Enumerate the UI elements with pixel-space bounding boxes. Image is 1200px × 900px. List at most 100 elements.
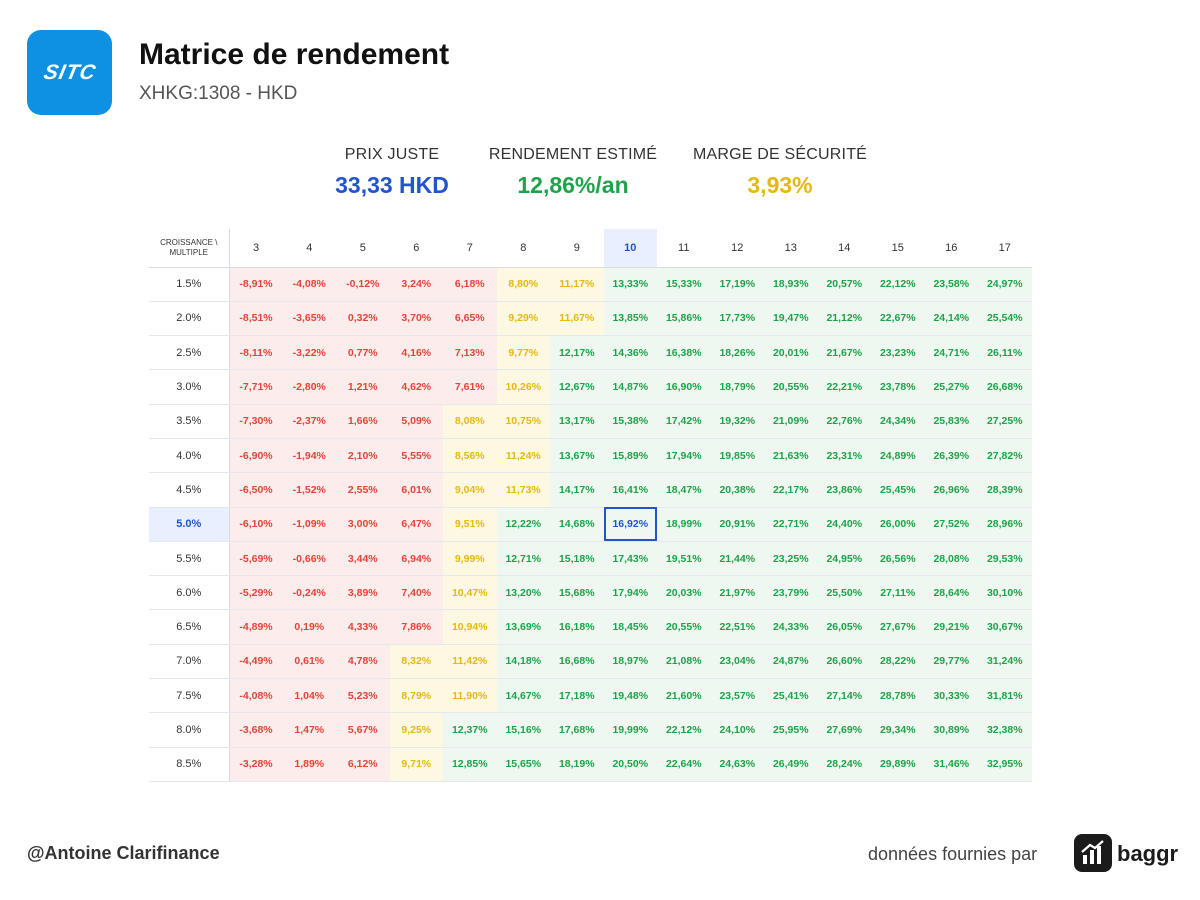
matrix-cell: -4,49% [229, 644, 283, 680]
matrix-cell: 14,68% [550, 507, 604, 542]
column-header-3: 3 [229, 229, 283, 268]
matrix-cell: 26,96% [924, 472, 978, 508]
matrix-cell: 18,26% [710, 335, 764, 371]
matrix-cell: 18,47% [657, 472, 711, 508]
matrix-cell: 18,99% [657, 507, 711, 542]
matrix-cell: 31,24% [978, 644, 1032, 680]
matrix-cell: 24,97% [978, 267, 1032, 302]
matrix-cell: -1,94% [282, 438, 336, 474]
matrix-cell: 12,71% [496, 541, 550, 577]
column-header-5: 5 [336, 229, 390, 268]
matrix-row: 3.5% -7,30% -2,37% 1,66% 5,09% 8,08% 10,75% 13,… [149, 404, 1032, 439]
matrix-cell: 23,23% [871, 335, 925, 371]
row-header-growth: 8.5% [149, 747, 230, 782]
matrix-cell: -4,08% [229, 678, 283, 714]
matrix-cell: 15,89% [603, 438, 657, 474]
column-header-6: 6 [389, 229, 443, 268]
matrix-cell: 18,45% [603, 609, 657, 645]
matrix-cell: 6,94% [389, 541, 443, 577]
matrix-cell: -0,66% [282, 541, 336, 577]
matrix-cell: 2,55% [336, 472, 390, 508]
matrix-cell: 28,64% [924, 575, 978, 611]
matrix-cell: 22,76% [817, 404, 871, 439]
matrix-cell: 11,90% [443, 678, 497, 714]
matrix-cell: 29,77% [924, 644, 978, 680]
matrix-cell: 7,40% [389, 575, 443, 611]
matrix-cell: 29,34% [871, 712, 925, 748]
matrix-cell: 21,08% [657, 644, 711, 680]
matrix-cell: 27,69% [817, 712, 871, 748]
data-source-label: données fournies par [868, 844, 1038, 864]
row-header-growth: 6.0% [149, 575, 230, 611]
matrix-cell: 5,09% [389, 404, 443, 439]
matrix-cell: 15,38% [603, 404, 657, 439]
matrix-cell: 14,17% [550, 472, 604, 508]
matrix-cell: 11,17% [550, 267, 604, 302]
row-header-growth: 7.0% [149, 644, 230, 680]
matrix-cell: -6,50% [229, 472, 283, 508]
matrix-cell: 3,24% [389, 267, 443, 302]
column-header-4: 4 [282, 229, 336, 268]
matrix-cell: 26,39% [924, 438, 978, 474]
matrix-cell: 26,60% [817, 644, 871, 680]
matrix-cell: -6,90% [229, 438, 283, 474]
matrix-cell: 27,82% [978, 438, 1032, 474]
matrix-cell: 23,78% [871, 369, 925, 405]
matrix-cell: 31,81% [978, 678, 1032, 714]
matrix-cell: 29,89% [871, 747, 925, 782]
matrix-cell: 6,01% [389, 472, 443, 508]
matrix-cell: 28,22% [871, 644, 925, 680]
matrix-cell: 7,61% [443, 369, 497, 405]
matrix-cell: 8,56% [443, 438, 497, 474]
matrix-cell: 27,11% [871, 575, 925, 611]
matrix-cell: 1,04% [282, 678, 336, 714]
matrix-cell: 15,68% [550, 575, 604, 611]
metric-fair-price: PRIX JUSTE 33,33 HKD [322, 146, 462, 199]
matrix-cell: 13,85% [603, 301, 657, 337]
matrix-cell: 21,63% [764, 438, 818, 474]
matrix-cell: 16,90% [657, 369, 711, 405]
matrix-cell: 17,19% [710, 267, 764, 302]
matrix-row: 5.0% -6,10% -1,09% 3,00% 6,47% 9,51% 12,22% 14,… [149, 507, 1032, 542]
matrix-row: 8.5% -3,28% 1,89% 6,12% 9,71% 12,85% 15,65% 18,… [149, 747, 1032, 782]
matrix-cell: 1,66% [336, 404, 390, 439]
matrix-cell: 26,11% [978, 335, 1032, 371]
logo-text: SITC [41, 60, 98, 84]
matrix-cell: 22,51% [710, 609, 764, 645]
matrix-cell: 4,33% [336, 609, 390, 645]
brand-name: baggr [1117, 841, 1179, 866]
matrix-cell: 21,12% [817, 301, 871, 337]
matrix-cell: 13,20% [496, 575, 550, 611]
matrix-cell: 12,17% [550, 335, 604, 371]
matrix-row: 1.5% -8,91% -4,08% -0,12% 3,24% 6,18% 8,80% 11,… [149, 267, 1032, 302]
yield-matrix: CROISSANCE \ MULTIPLE 3 4 5 6 7 8 9 10 11 12 13 14 1… [149, 229, 1032, 782]
matrix-cell: 24,34% [871, 404, 925, 439]
matrix-row: 7.5% -4,08% 1,04% 5,23% 8,79% 11,90% 14,67% 17,… [149, 678, 1032, 714]
author-credit: @Antoine Clarifinance [27, 843, 220, 863]
matrix-cell: 22,64% [657, 747, 711, 782]
matrix-cell: 29,53% [978, 541, 1032, 577]
matrix-cell: -0,12% [336, 267, 390, 302]
matrix-row: 3.0% -7,71% -2,80% 1,21% 4,62% 7,61% 10,26% 12,… [149, 369, 1032, 405]
sitc-logo: SITC [27, 30, 112, 115]
matrix-cell: -1,09% [282, 507, 336, 542]
matrix-cell: 19,85% [710, 438, 764, 474]
matrix-cell: 24,95% [817, 541, 871, 577]
matrix-cell: 22,21% [817, 369, 871, 405]
matrix-cell: 5,67% [336, 712, 390, 748]
matrix-row: 2.0% -8,51% -3,65% 0,32% 3,70% 6,65% 9,29% 11,6… [149, 301, 1032, 337]
matrix-cell: 23,79% [764, 575, 818, 611]
matrix-cell: 28,96% [978, 507, 1032, 542]
matrix-cell: 7,13% [443, 335, 497, 371]
matrix-cell: 24,14% [924, 301, 978, 337]
matrix-cell: 6,12% [336, 747, 390, 782]
matrix-cell: 12,67% [550, 369, 604, 405]
matrix-cell: -0,24% [282, 575, 336, 611]
matrix-cell: 20,01% [764, 335, 818, 371]
metric-value: 3,93% [747, 172, 813, 198]
matrix-cell: 10,94% [443, 609, 497, 645]
matrix-cell: 16,38% [657, 335, 711, 371]
matrix-cell: 26,56% [871, 541, 925, 577]
matrix-cell: 9,51% [443, 507, 497, 542]
matrix-cell: -3,68% [229, 712, 283, 748]
